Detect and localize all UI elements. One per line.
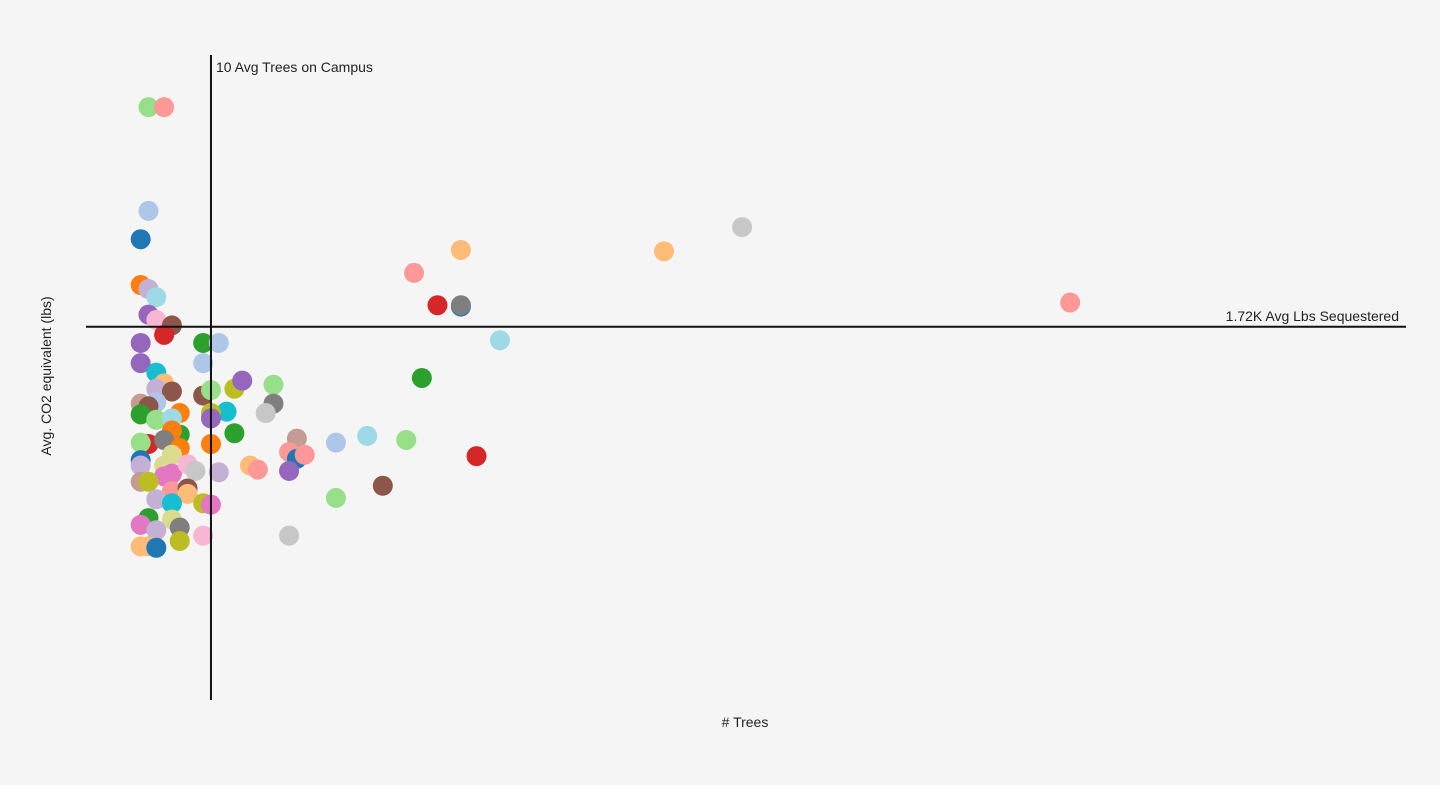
data-point-85[interactable] [450,295,471,316]
data-point-34[interactable] [146,409,167,430]
data-point-60[interactable] [247,459,268,480]
data-point-49[interactable] [294,444,315,465]
data-point-78[interactable] [146,537,167,558]
data-point-80[interactable] [193,525,214,546]
data-point-83[interactable] [450,239,471,260]
data-point-3[interactable] [130,229,151,250]
data-point-1[interactable] [154,97,175,118]
data-point-29[interactable] [255,403,276,424]
data-point-12[interactable] [193,332,214,353]
data-point-81[interactable] [279,525,300,546]
data-point-88[interactable] [411,367,432,388]
data-point-91[interactable] [466,446,487,467]
data-point-61[interactable] [279,460,300,481]
x-axis-title: # Trees [722,714,769,730]
data-point-58[interactable] [208,462,229,483]
data-point-6[interactable] [146,287,167,308]
data-point-50[interactable] [325,432,346,453]
data-point-30[interactable] [216,401,237,422]
y-axis-title: Avg. CO2 equivalent (lbs) [38,296,54,455]
data-point-55[interactable] [154,466,175,487]
data-point-33[interactable] [130,404,151,425]
data-point-14[interactable] [130,353,151,374]
reference-label-avg-trees: 10 Avg Trees on Campus [216,59,373,75]
data-point-19[interactable] [161,381,182,402]
data-point-82[interactable] [404,262,425,283]
data-point-2[interactable] [138,200,159,221]
data-point-90[interactable] [396,429,417,450]
data-point-57[interactable] [185,460,206,481]
data-point-66[interactable] [177,483,198,504]
data-points [130,97,1081,558]
reference-lines: 10 Avg Trees on Campus 1.72K Avg Lbs Seq… [86,55,1406,700]
data-point-42[interactable] [154,429,175,450]
data-point-15[interactable] [193,353,214,374]
data-point-10[interactable] [154,324,175,345]
data-point-23[interactable] [232,370,253,391]
data-point-96[interactable] [1060,292,1081,313]
data-point-13[interactable] [208,332,229,353]
data-point-24[interactable] [263,374,284,395]
data-point-8[interactable] [146,310,167,331]
reference-label-avg-lbs: 1.72K Avg Lbs Sequestered [1226,308,1399,324]
data-point-73[interactable] [130,514,151,535]
data-point-68[interactable] [161,493,182,514]
data-point-39[interactable] [224,423,245,444]
data-point-67[interactable] [146,489,167,510]
data-point-94[interactable] [653,241,674,262]
data-point-11[interactable] [130,332,151,353]
data-point-79[interactable] [169,531,190,552]
data-point-95[interactable] [732,217,753,238]
data-point-0[interactable] [138,97,159,118]
data-point-41[interactable] [130,432,151,453]
data-point-74[interactable] [146,520,167,541]
data-point-92[interactable] [372,475,393,496]
data-point-86[interactable] [427,295,448,316]
data-point-63[interactable] [138,471,159,492]
data-point-89[interactable] [357,425,378,446]
data-point-52[interactable] [130,455,151,476]
data-point-93[interactable] [325,487,346,508]
data-point-87[interactable] [489,330,510,351]
